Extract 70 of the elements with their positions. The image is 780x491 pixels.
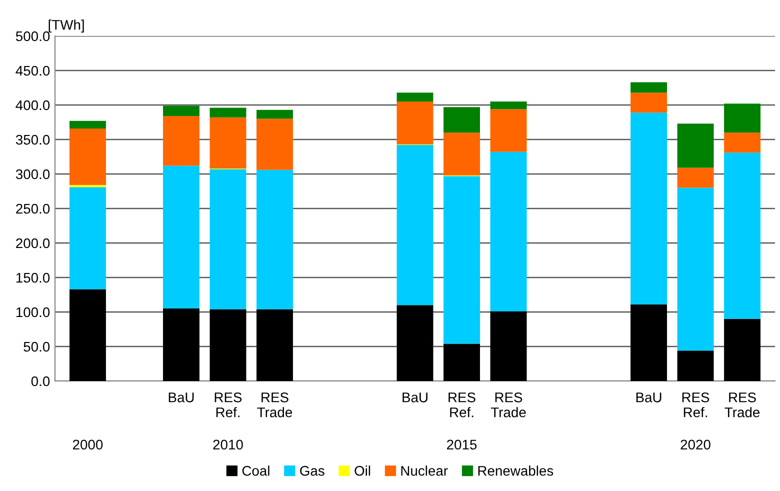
y-tick-label: 400.0	[16, 100, 50, 110]
y-tick-label: 100.0	[16, 307, 50, 318]
x-tick-label: BaU	[168, 392, 194, 402]
bar	[630, 82, 667, 93]
x-tick-label: RES Ref.	[682, 392, 710, 418]
y-tick-label: 250.0	[16, 204, 50, 214]
text: 2000	[72, 440, 103, 450]
bar	[69, 187, 106, 290]
bar	[444, 176, 480, 344]
bar	[490, 109, 527, 152]
bar	[256, 309, 293, 381]
bar	[724, 152, 761, 319]
x-tick-label: RES Ref.	[448, 392, 476, 418]
legend-label: Coal	[242, 466, 270, 476]
y-tick-label: 0.0	[31, 376, 50, 386]
bar	[163, 308, 200, 381]
bar	[490, 152, 527, 312]
bar	[163, 106, 200, 116]
bar	[677, 124, 714, 168]
x-tick-label: BaU	[636, 392, 662, 402]
bar	[677, 350, 714, 381]
bar	[396, 305, 434, 381]
y-tick-label: 50.0	[24, 342, 50, 352]
bar	[210, 108, 246, 118]
x-tick-label: RES Trade	[724, 392, 760, 418]
bar	[256, 110, 293, 119]
bar	[444, 132, 480, 176]
bar	[256, 170, 293, 310]
bar	[210, 169, 246, 310]
x-tick-label: RES Trade	[490, 392, 526, 418]
y-axis-title: [TWh]	[48, 20, 84, 33]
y-tick-label: 200.0	[16, 238, 50, 248]
bar	[163, 116, 200, 166]
bar	[724, 318, 761, 381]
y-tick-label: 350.0	[16, 134, 50, 145]
legend-label: Nuclear	[401, 466, 448, 476]
text: 2020	[680, 440, 710, 450]
text: 2010	[213, 440, 243, 450]
bar	[490, 102, 527, 110]
bar	[630, 112, 667, 304]
bar	[630, 92, 667, 113]
legend-label: Oil	[354, 466, 370, 476]
bar	[444, 344, 480, 381]
bar	[724, 104, 761, 133]
bar	[69, 120, 106, 128]
bar	[490, 311, 527, 381]
bar	[69, 128, 106, 186]
x-tick-label: RES Trade	[257, 392, 292, 418]
bar	[396, 102, 434, 144]
legend-label: Renewables	[478, 466, 554, 476]
x-tick-label: RES Ref.	[214, 392, 242, 418]
y-tick-label: 150.0	[16, 272, 50, 283]
bar	[256, 118, 293, 170]
bar	[210, 309, 246, 381]
bar	[69, 289, 106, 381]
y-tick-label: 450.0	[16, 66, 50, 76]
y-tick-label: 500.0	[16, 31, 50, 42]
bar	[677, 168, 714, 188]
bar	[210, 117, 246, 168]
legend-label: Gas	[300, 466, 324, 476]
x-tick-label: BaU	[402, 392, 428, 402]
bar	[724, 132, 761, 153]
bar	[396, 145, 434, 306]
bar	[396, 92, 434, 102]
bar	[630, 304, 667, 381]
bar	[163, 166, 200, 309]
text: 2015	[447, 440, 477, 450]
bar	[444, 107, 480, 133]
y-tick-label: 300.0	[16, 169, 50, 180]
bar	[677, 188, 714, 351]
